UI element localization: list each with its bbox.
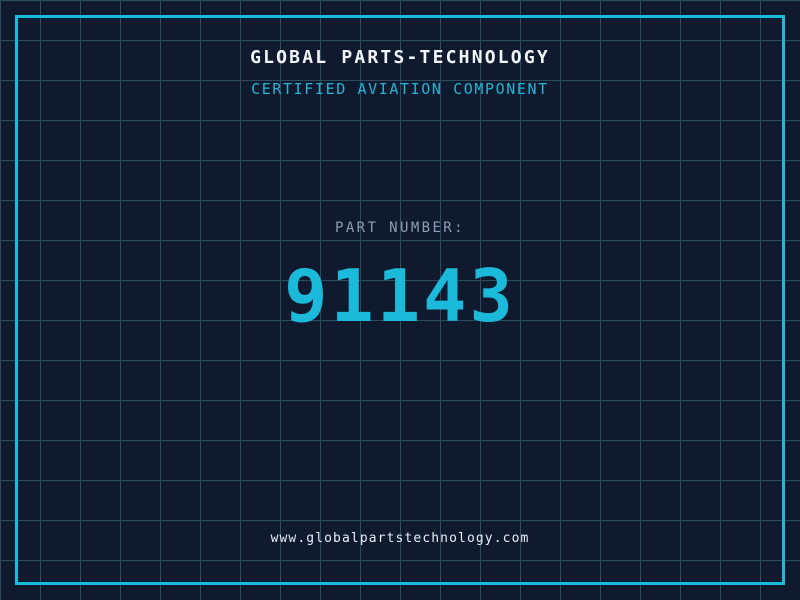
- company-title: GLOBAL PARTS-TECHNOLOGY: [250, 47, 550, 68]
- part-number-value: 91143: [284, 254, 516, 338]
- certification-subtitle: CERTIFIED AVIATION COMPONENT: [251, 80, 549, 98]
- footer-website-url: www.globalpartstechnology.com: [270, 531, 530, 546]
- part-number-label: PART NUMBER:: [335, 220, 465, 236]
